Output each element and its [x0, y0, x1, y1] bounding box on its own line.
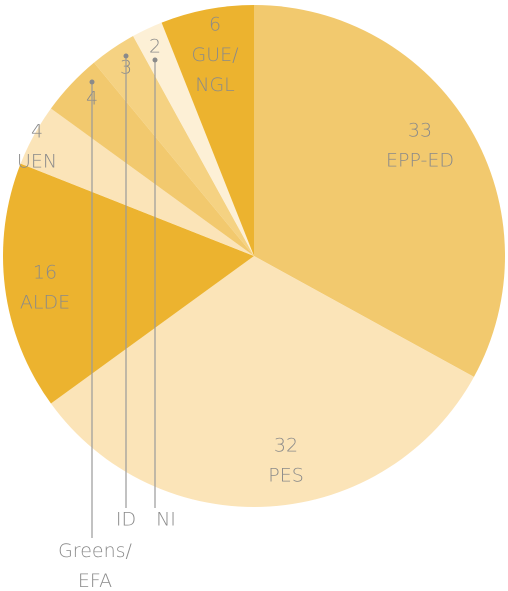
category-label: ID — [116, 509, 136, 531]
value-label: 33 — [408, 120, 432, 142]
label-line: Greens/ — [58, 540, 132, 562]
category-label: NI — [156, 509, 176, 531]
slice — [50, 62, 254, 256]
slices — [2, 5, 505, 507]
value-label: 4 — [31, 121, 43, 143]
slice — [94, 36, 254, 256]
slice — [2, 163, 255, 404]
value-label: 32 — [274, 435, 298, 457]
label-line: NGL — [195, 74, 235, 96]
category-label: GUE/NGL — [191, 44, 239, 96]
value-label: 2 — [149, 36, 161, 58]
leader-dot — [123, 53, 129, 59]
category-label: Greens/EFA — [58, 540, 132, 591]
slice — [20, 108, 255, 256]
label-line: GUE/ — [191, 44, 239, 66]
value-label: 6 — [209, 14, 221, 36]
slice — [50, 256, 474, 507]
slice — [254, 5, 505, 377]
category-label: ALDE — [20, 292, 70, 314]
category-label: PES — [268, 465, 304, 487]
value-label: 16 — [33, 262, 57, 284]
leader-dot — [152, 57, 158, 63]
slice — [133, 22, 254, 257]
category-label: UEN — [17, 151, 57, 173]
slice — [161, 5, 254, 256]
leader-dot — [89, 79, 95, 85]
label-line: EFA — [78, 570, 112, 591]
category-label: EPP-ED — [386, 150, 454, 172]
